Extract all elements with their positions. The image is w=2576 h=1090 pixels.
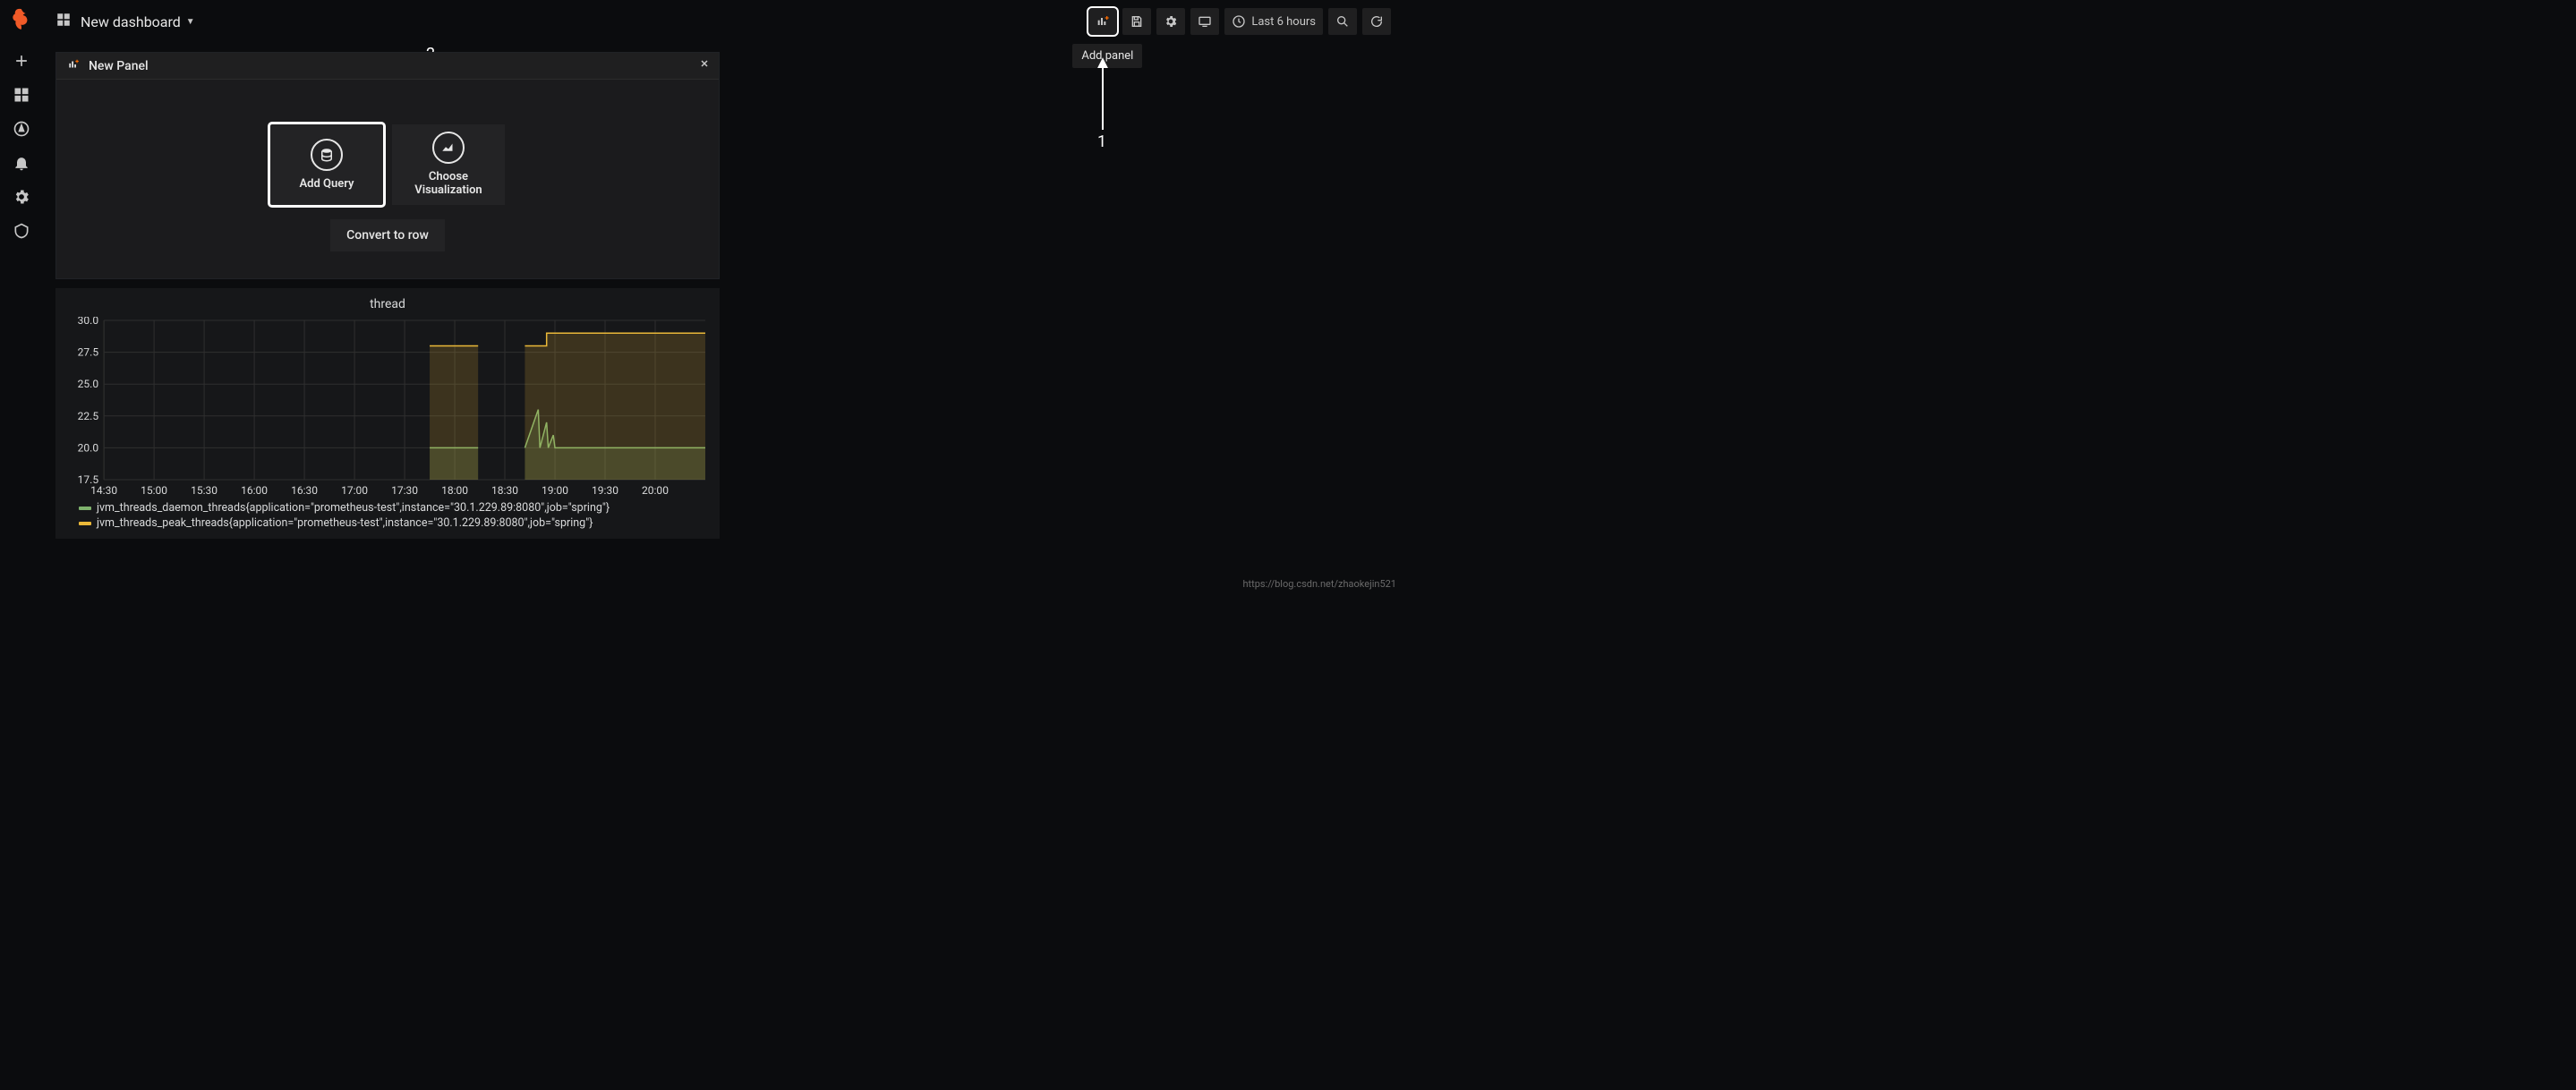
- svg-text:17:30: 17:30: [391, 484, 418, 496]
- sidenav-create-icon[interactable]: [13, 52, 30, 70]
- svg-text:27.5: 27.5: [78, 346, 99, 359]
- cycle-view-mode-button[interactable]: [1190, 8, 1219, 35]
- dashboard-settings-button[interactable]: [1156, 8, 1185, 35]
- svg-text:15:30: 15:30: [191, 484, 218, 496]
- legend-item[interactable]: jvm_threads_daemon_threads{application="…: [79, 501, 711, 515]
- svg-text:20:00: 20:00: [642, 484, 669, 496]
- new-panel-card: New Panel Add Query Choose Visualization: [55, 52, 720, 279]
- dashboard-title-text: New dashboard: [81, 13, 181, 30]
- svg-text:30.0: 30.0: [78, 317, 99, 327]
- dashboards-icon: [55, 12, 72, 31]
- sidenav-explore-icon[interactable]: [13, 120, 30, 138]
- chevron-down-icon: ▼: [186, 17, 195, 27]
- dashboard-title-dropdown[interactable]: New dashboard ▼: [81, 13, 195, 30]
- chart-title: thread: [64, 294, 711, 317]
- sidenav-dashboards-icon[interactable]: [13, 86, 30, 104]
- new-panel-title: New Panel: [89, 59, 149, 73]
- close-icon[interactable]: [699, 58, 710, 72]
- choose-visualization-button[interactable]: Choose Visualization: [392, 124, 505, 205]
- thread-chart-panel: thread 17.520.022.525.027.530.014:3015:0…: [55, 288, 720, 539]
- new-panel-header: New Panel: [56, 53, 719, 80]
- zoom-out-button[interactable]: [1328, 8, 1357, 35]
- legend-swatch: [79, 507, 91, 510]
- add-query-label: Add Query: [299, 178, 354, 192]
- chart-icon: [432, 132, 465, 164]
- chart-legend: jvm_threads_daemon_threads{application="…: [64, 496, 711, 530]
- topbar-left: New dashboard ▼: [55, 12, 195, 31]
- add-panel-button[interactable]: [1088, 8, 1117, 35]
- watermark-text: https://blog.csdn.net/zhaokejin521: [1242, 578, 1396, 590]
- add-query-button[interactable]: Add Query: [270, 124, 383, 205]
- svg-text:19:30: 19:30: [592, 484, 618, 496]
- option-row: Add Query Choose Visualization: [270, 124, 505, 205]
- chart-plot-area[interactable]: 17.520.022.525.027.530.014:3015:0015:301…: [64, 317, 711, 496]
- add-panel-icon: [65, 58, 81, 74]
- new-panel-body: Add Query Choose Visualization Convert t…: [56, 80, 719, 278]
- svg-text:15:00: 15:00: [141, 484, 167, 496]
- main-area: New Panel Add Query Choose Visualization: [43, 43, 1403, 593]
- svg-text:16:00: 16:00: [241, 484, 268, 496]
- convert-to-row-label: Convert to row: [346, 228, 429, 243]
- topbar: New dashboard ▼ Add panel Last 6 hours: [43, 0, 1403, 43]
- save-dashboard-button[interactable]: [1122, 8, 1151, 35]
- database-icon: [311, 139, 343, 171]
- svg-text:20.0: 20.0: [78, 441, 99, 454]
- sidenav-configuration-icon[interactable]: [13, 188, 30, 206]
- svg-text:17:00: 17:00: [341, 484, 368, 496]
- time-range-picker[interactable]: Last 6 hours: [1224, 8, 1323, 35]
- svg-text:19:00: 19:00: [542, 484, 568, 496]
- left-sidenav: [0, 0, 43, 593]
- grafana-logo-icon[interactable]: [9, 7, 34, 36]
- svg-text:14:30: 14:30: [90, 484, 117, 496]
- legend-label: jvm_threads_daemon_threads{application="…: [97, 501, 610, 515]
- refresh-button[interactable]: [1362, 8, 1391, 35]
- convert-to-row-button[interactable]: Convert to row: [330, 219, 445, 251]
- legend-item[interactable]: jvm_threads_peak_threads{application="pr…: [79, 516, 711, 530]
- svg-text:25.0: 25.0: [78, 378, 99, 390]
- time-range-label: Last 6 hours: [1251, 15, 1316, 29]
- sidenav-admin-icon[interactable]: [13, 222, 30, 240]
- legend-label: jvm_threads_peak_threads{application="pr…: [97, 516, 593, 530]
- topbar-right: Add panel Last 6 hours: [1088, 8, 1391, 35]
- svg-text:22.5: 22.5: [78, 410, 99, 422]
- sidenav-alerting-icon[interactable]: [13, 154, 30, 172]
- svg-text:18:00: 18:00: [441, 484, 468, 496]
- svg-text:16:30: 16:30: [291, 484, 318, 496]
- choose-viz-label: Choose Visualization: [414, 171, 482, 198]
- svg-text:18:30: 18:30: [491, 484, 518, 496]
- legend-swatch: [79, 522, 91, 525]
